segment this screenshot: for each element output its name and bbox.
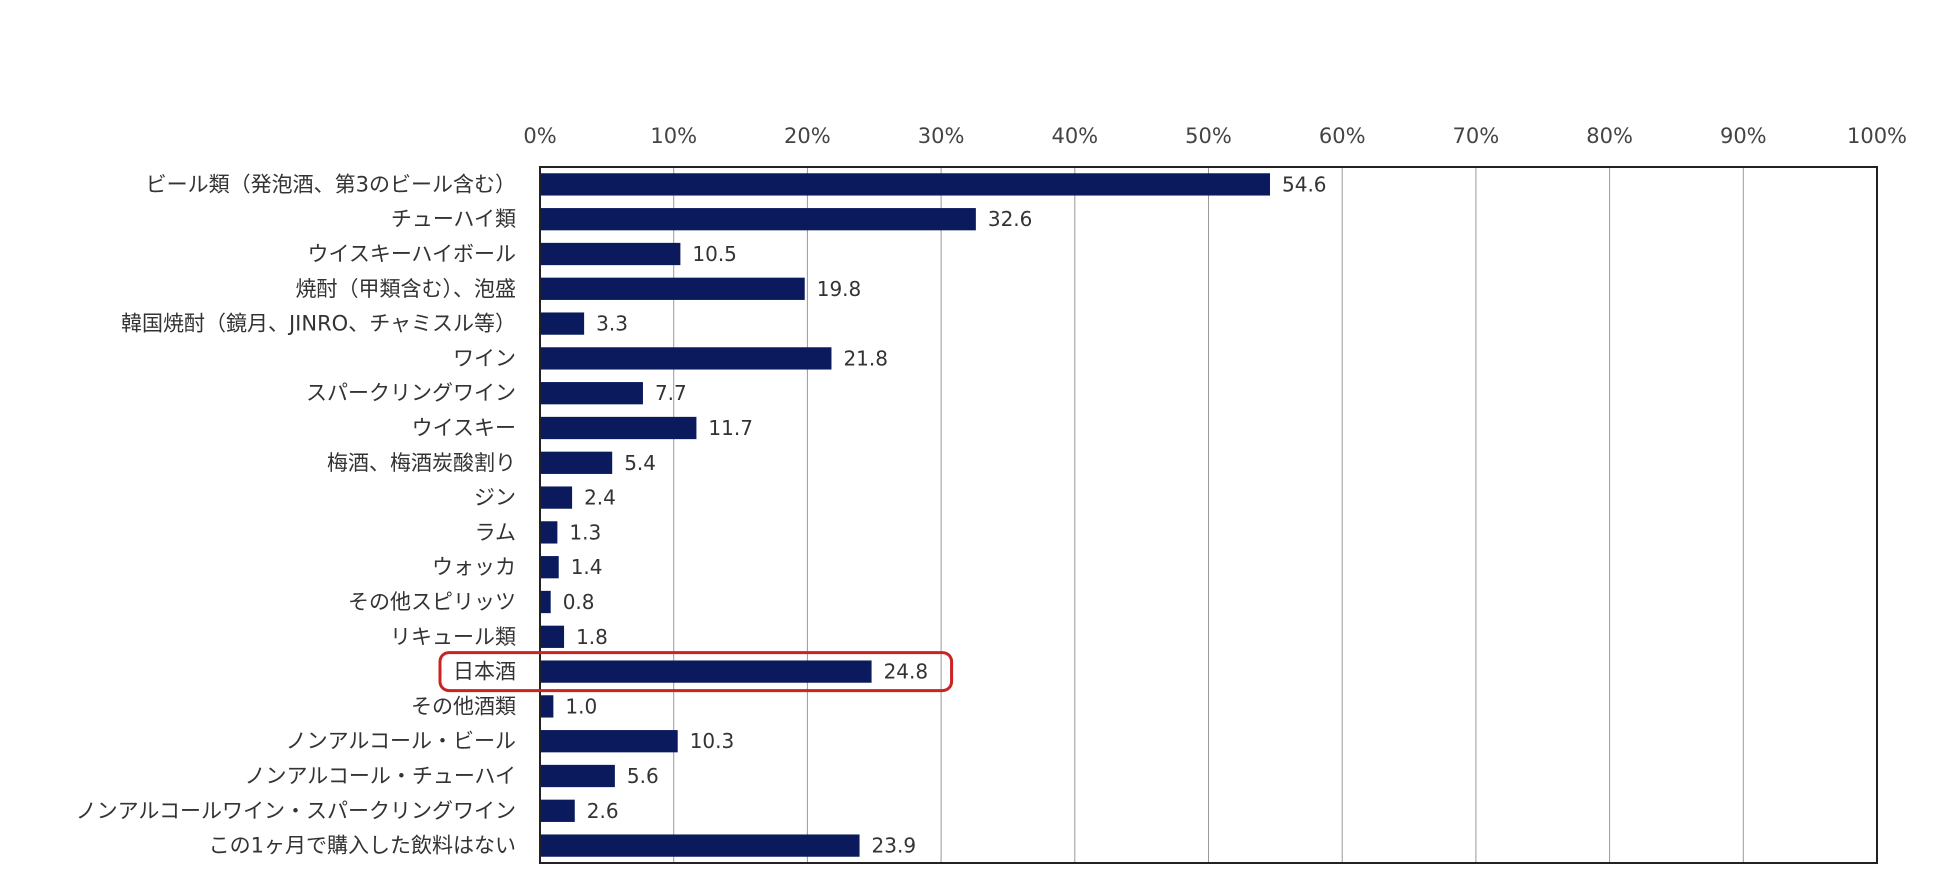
- category-label: チューハイ類: [391, 207, 516, 231]
- data-label: 11.7: [708, 416, 753, 440]
- category-label: ラム: [475, 520, 516, 544]
- bar: [540, 799, 575, 822]
- data-label: 1.3: [569, 520, 601, 544]
- x-tick-label: 50%: [1185, 124, 1232, 148]
- x-tick-label: 40%: [1051, 124, 1098, 148]
- category-label: ノンアルコール・ビール: [286, 729, 516, 753]
- bar: [540, 834, 860, 857]
- bar: [540, 521, 558, 544]
- category-label: この1ヶ月で購入した飲料はない: [209, 834, 516, 858]
- data-label: 23.9: [872, 834, 917, 858]
- bar: [540, 590, 551, 614]
- data-label: 54.6: [1282, 172, 1327, 196]
- bar: [540, 208, 976, 231]
- bar: [540, 556, 559, 579]
- category-label: その他酒類: [411, 694, 516, 718]
- data-label: 10.3: [690, 729, 735, 753]
- bar: [540, 416, 697, 440]
- bar: [540, 486, 573, 509]
- bar: [540, 660, 872, 683]
- data-label: 1.8: [576, 625, 608, 649]
- category-label: ウォッカ: [432, 555, 516, 579]
- bar: [540, 764, 615, 788]
- category-label: ウイスキー: [412, 416, 516, 440]
- bar: [540, 312, 585, 335]
- bar: [540, 730, 678, 753]
- x-tick-label: 90%: [1720, 124, 1767, 148]
- bar: [540, 625, 565, 648]
- data-label: 1.0: [565, 694, 597, 718]
- bar: [540, 277, 805, 300]
- data-label: 21.8: [843, 346, 888, 370]
- data-label: 1.4: [571, 555, 603, 579]
- x-tick-label: 30%: [918, 124, 965, 148]
- highlight-box: [438, 651, 954, 693]
- category-label: その他スピリッツ: [348, 590, 516, 614]
- data-label: 5.4: [624, 451, 656, 475]
- category-label: リキュール類: [390, 625, 516, 649]
- data-label: 2.4: [584, 486, 616, 510]
- category-label: ビール類（発泡酒、第3のビール含む）: [146, 172, 516, 196]
- data-label: 2.6: [587, 799, 619, 823]
- x-tick-label: 100%: [1847, 124, 1907, 148]
- x-tick-label: 80%: [1586, 124, 1633, 148]
- data-label: 19.8: [817, 277, 862, 301]
- plot-frame: [539, 166, 1878, 864]
- data-label: 10.5: [692, 242, 737, 266]
- category-label: 梅酒、梅酒炭酸割り: [327, 451, 516, 475]
- category-label: スパークリングワイン: [306, 381, 516, 405]
- category-label: ワイン: [453, 346, 516, 370]
- bar: [540, 382, 643, 405]
- data-label: 3.3: [596, 312, 628, 336]
- data-label: 32.6: [988, 207, 1033, 231]
- category-label: ノンアルコールワイン・スパークリングワイン: [76, 799, 516, 823]
- data-label: 5.6: [627, 764, 659, 788]
- x-tick-label: 10%: [650, 124, 697, 148]
- bar: [540, 173, 1271, 196]
- bar: [540, 695, 554, 718]
- category-label: ノンアルコール・チューハイ: [244, 764, 516, 788]
- x-tick-label: 0%: [523, 124, 556, 148]
- data-label: 0.8: [563, 590, 595, 614]
- data-label: 24.8: [884, 660, 929, 684]
- category-label: 日本酒: [453, 660, 516, 684]
- bar: [540, 347, 832, 370]
- category-label: 韓国焼酎（鏡月、JINRO、チャミスル等）: [121, 312, 516, 336]
- category-label: 焼酎（甲類含む）、泡盛: [296, 277, 517, 301]
- x-tick-label: 20%: [784, 124, 831, 148]
- data-label: 7.7: [655, 381, 687, 405]
- category-label: ウイスキーハイボール: [307, 242, 516, 266]
- x-tick-label: 70%: [1453, 124, 1500, 148]
- bar: [540, 451, 613, 474]
- x-tick-label: 60%: [1319, 124, 1366, 148]
- category-label: ジン: [474, 486, 516, 510]
- bar: [540, 242, 681, 266]
